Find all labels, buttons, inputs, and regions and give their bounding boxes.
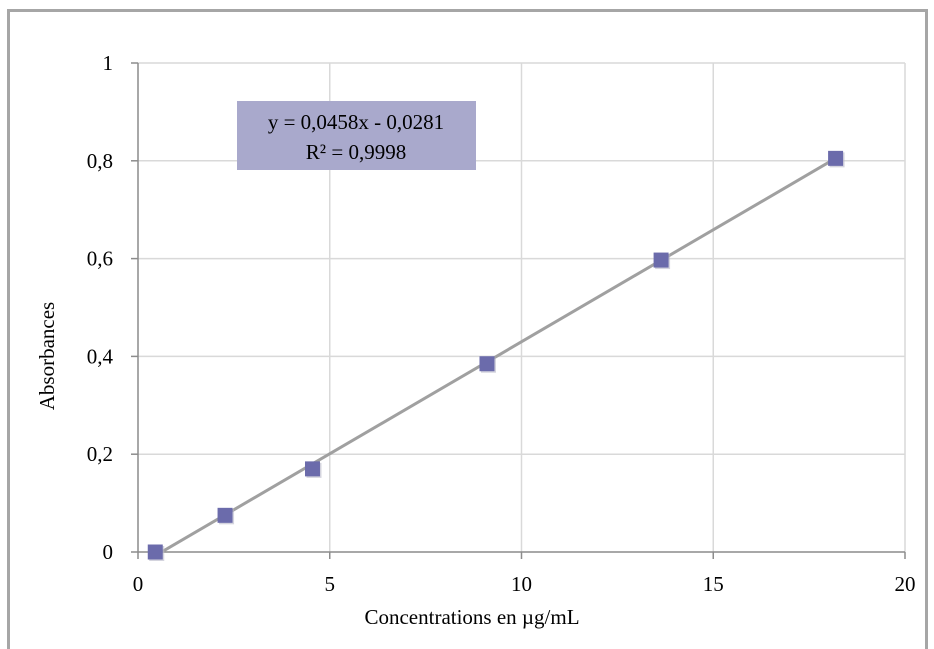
x-tick-label: 5 xyxy=(325,572,336,596)
data-point xyxy=(304,461,320,477)
data-point xyxy=(147,544,163,560)
trendline xyxy=(154,157,837,557)
x-tick-label: 0 xyxy=(133,572,144,596)
y-tick-label: 1 xyxy=(103,51,114,75)
r-squared-value: R² = 0,9998 xyxy=(306,140,406,164)
trendline-equation: y = 0,0458x - 0,0281 xyxy=(268,110,444,134)
x-tick-label: 20 xyxy=(895,572,916,596)
equation-box: y = 0,0458x - 0,0281 R² = 0,9998 xyxy=(237,101,476,170)
equation-box-background xyxy=(237,101,476,170)
y-tick-label: 0,2 xyxy=(87,442,113,466)
y-tick-label: 0,8 xyxy=(87,149,113,173)
data-points xyxy=(147,150,845,561)
data-point xyxy=(828,150,844,166)
data-point xyxy=(479,356,495,372)
x-tick-label: 10 xyxy=(511,572,532,596)
data-point xyxy=(653,252,669,268)
x-axis-title: Concentrations en µg/mL xyxy=(364,605,579,629)
tick-labels: 0 5 10 15 20 0 0,2 0,4 0,6 0,8 1 xyxy=(87,51,916,596)
data-point xyxy=(217,507,233,523)
y-tick-label: 0 xyxy=(103,540,114,564)
y-tick-label: 0,4 xyxy=(87,344,114,368)
x-tick-label: 15 xyxy=(703,572,724,596)
y-tick-label: 0,6 xyxy=(87,247,113,271)
axes xyxy=(131,62,906,559)
y-axis-title: Absorbances xyxy=(35,302,59,410)
